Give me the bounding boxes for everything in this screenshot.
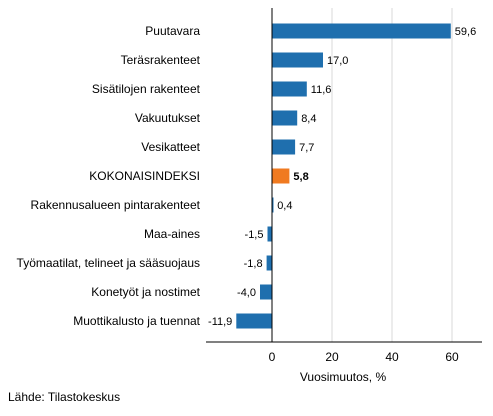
gridlines [332, 8, 452, 342]
data-label: 17,0 [327, 55, 348, 67]
bar [272, 82, 307, 97]
category-label: Vesikatteet [141, 140, 200, 154]
bar [272, 111, 297, 126]
data-label: 7,7 [299, 142, 314, 154]
category-labels: Puutavara Teräsrakenteet Sisätilojen raken… [17, 24, 201, 328]
bar [236, 314, 272, 329]
source-note: Lähde: Tilastokeskus [8, 390, 120, 404]
data-label: -1,5 [245, 229, 264, 241]
x-axis-title: Vuosimuutos, % [300, 370, 387, 384]
bar [267, 256, 272, 271]
category-label: Sisätilojen rakenteet [92, 82, 201, 96]
data-label: 11,6 [311, 84, 332, 96]
value-labels: 59,6 17,0 11,6 8,4 7,7 5,8 0,4 -1,5 -1,8 -4,0 -11,… [208, 26, 476, 328]
x-tick-label: 40 [385, 350, 399, 364]
data-label: -4,0 [237, 287, 256, 299]
bar [272, 169, 289, 184]
data-label: 0,4 [277, 200, 292, 212]
category-label: Konetyöt ja nostimet [91, 285, 200, 299]
category-label: KOKONAISINDEKSI [89, 169, 200, 183]
x-tick-label: 60 [445, 350, 459, 364]
bar [272, 140, 295, 155]
data-label: 5,8 [293, 171, 308, 183]
bars [236, 24, 450, 329]
category-label: Vakuutukset [135, 111, 201, 125]
x-tick-label: 20 [325, 350, 339, 364]
bar [260, 285, 272, 300]
category-label: Rakennusalueen pintarakenteet [31, 198, 201, 212]
bar [272, 53, 323, 68]
bar [272, 24, 451, 39]
category-label: Työmaatilat, telineet ja sääsuojaus [17, 256, 200, 270]
category-label: Puutavara [145, 24, 200, 38]
data-label: -11,9 [208, 316, 232, 328]
category-label: Teräsrakenteet [121, 53, 201, 67]
data-label: 8,4 [301, 113, 316, 125]
bar [268, 227, 273, 242]
data-label: -1,8 [244, 258, 263, 270]
x-tick-label: 0 [269, 350, 276, 364]
data-label: 59,6 [455, 26, 476, 38]
category-label: Maa-aines [144, 227, 200, 241]
category-label: Muottikalusto ja tuennat [73, 314, 200, 328]
